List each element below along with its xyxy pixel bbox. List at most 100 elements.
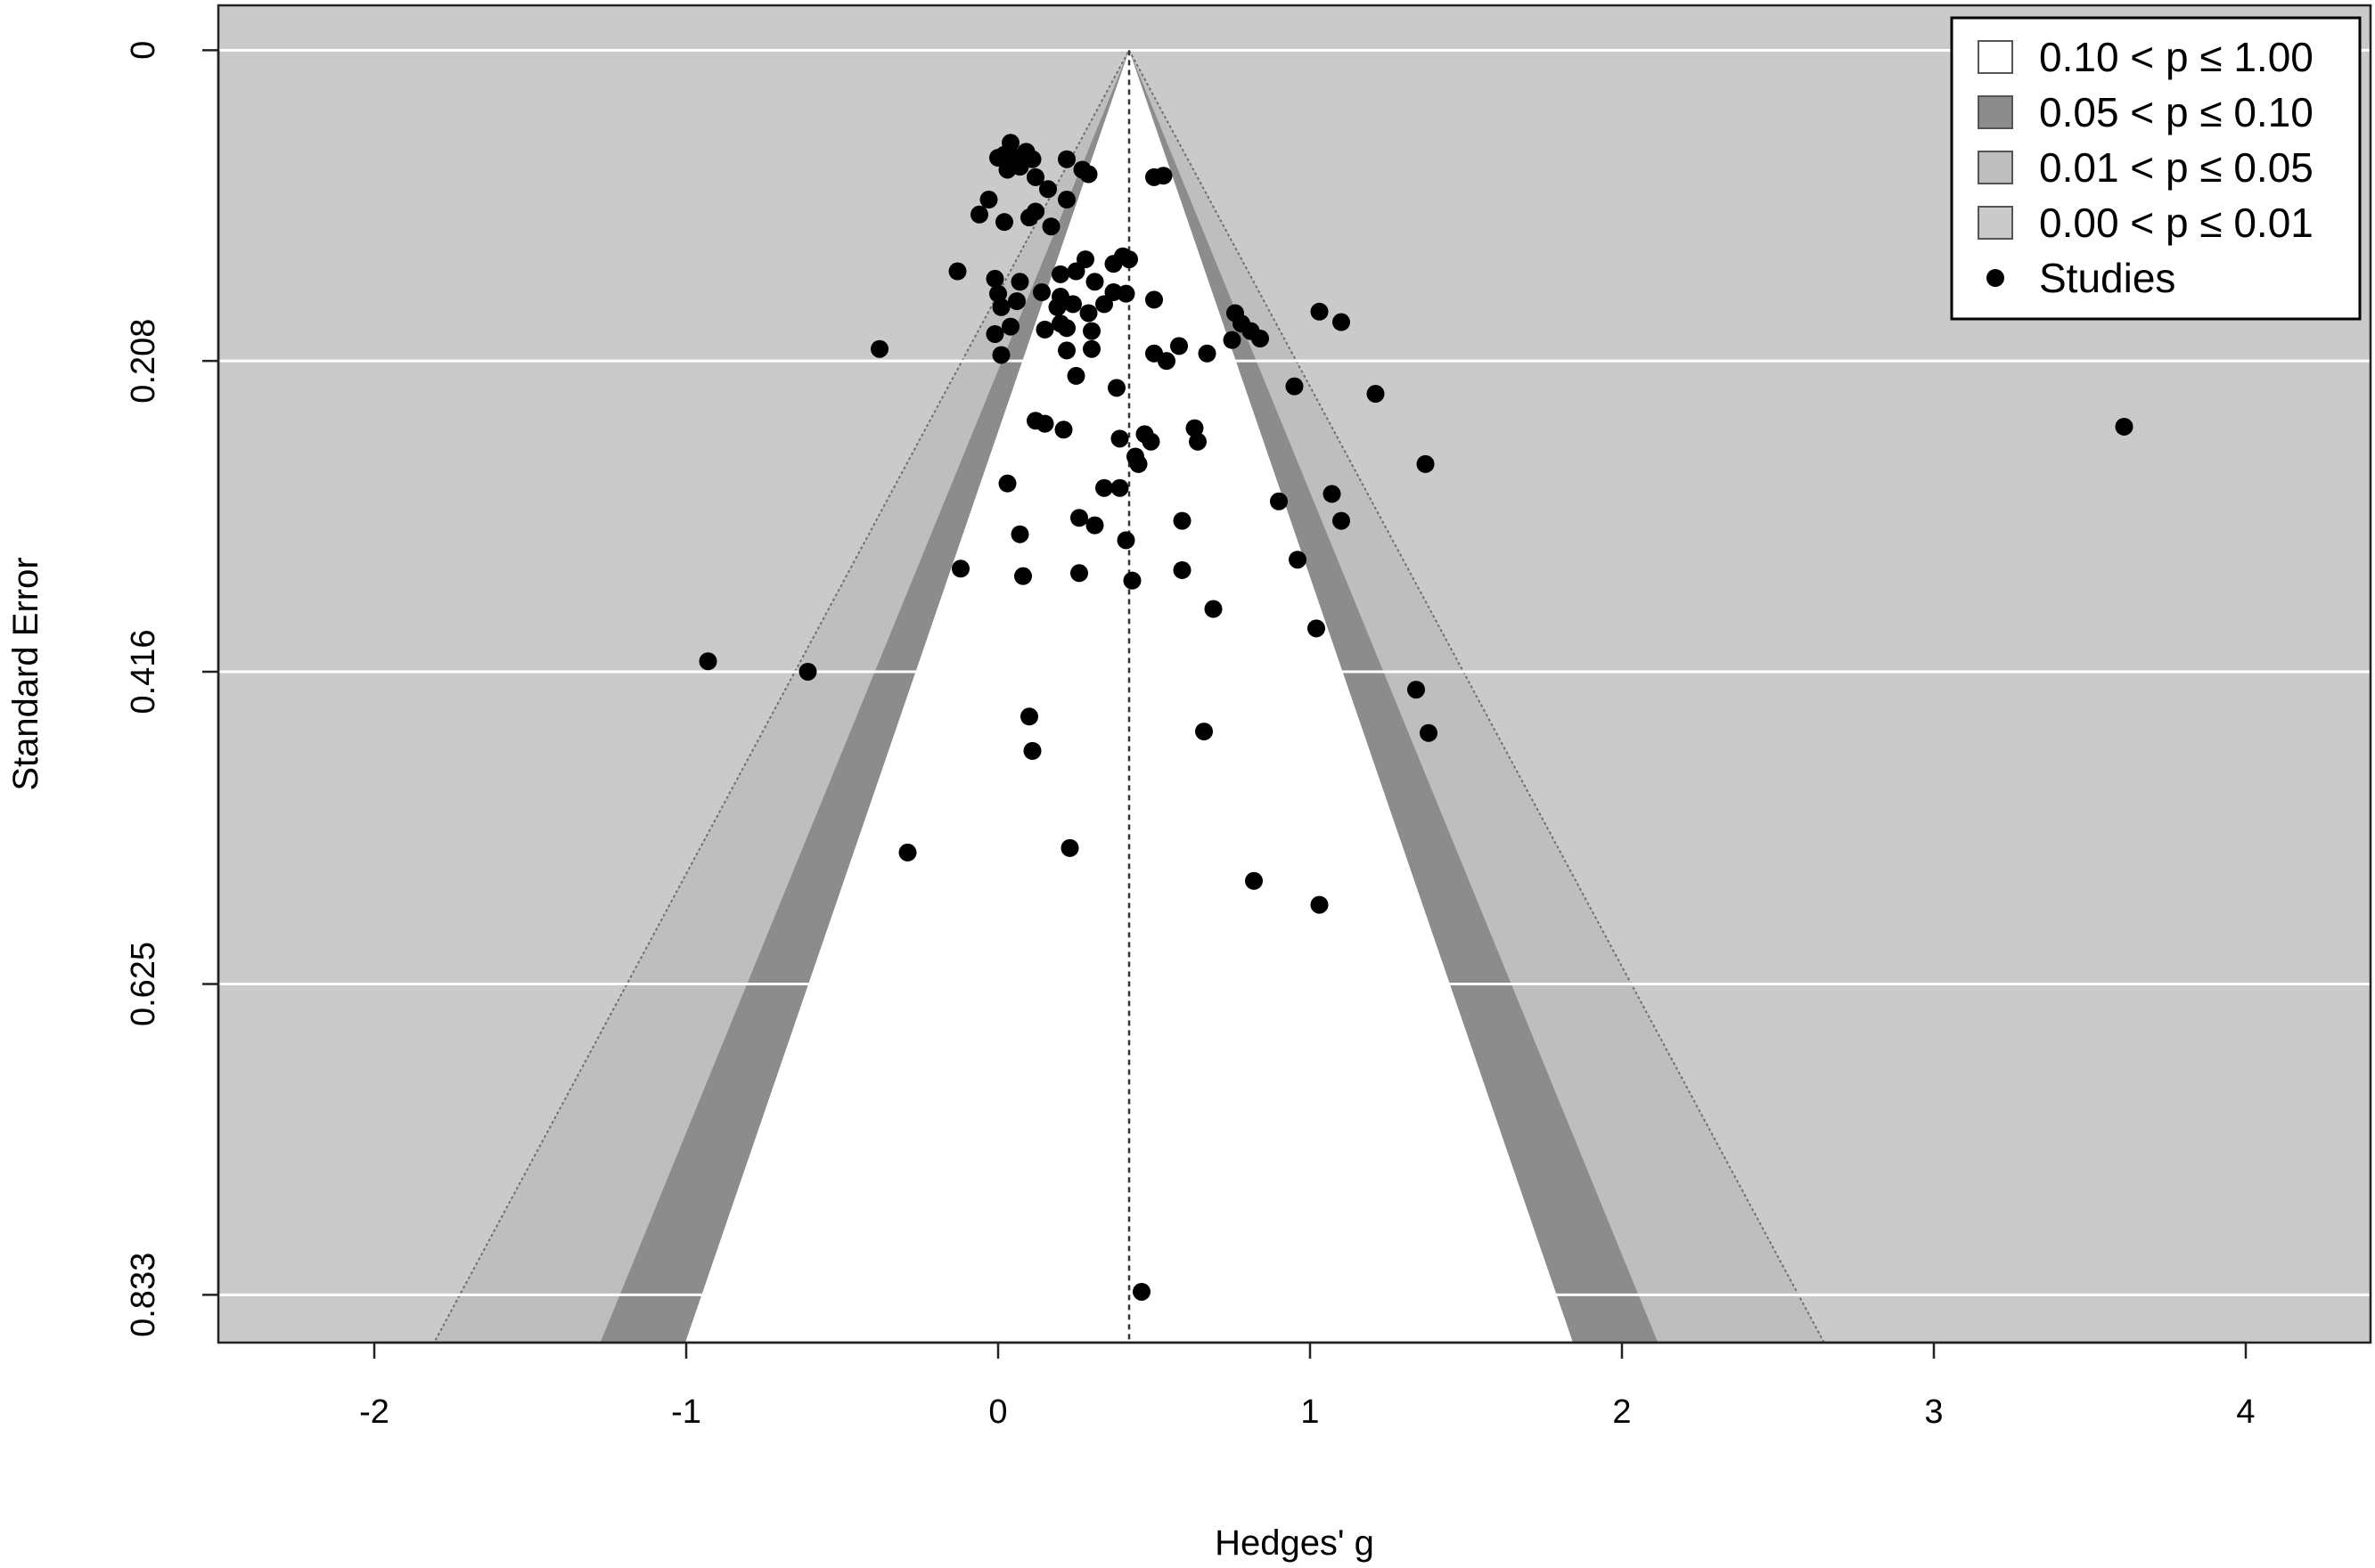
study-point-84 bbox=[1323, 485, 1341, 503]
legend-label-2: 0.01 < p ≤ 0.05 bbox=[2039, 144, 2314, 191]
study-point-44 bbox=[1002, 317, 1020, 336]
study-point-108 bbox=[1061, 838, 1079, 857]
study-point-105 bbox=[1023, 741, 1042, 760]
x-tick-label-1: -1 bbox=[671, 1393, 701, 1431]
study-point-20 bbox=[1042, 217, 1061, 236]
study-point-7 bbox=[1027, 167, 1044, 186]
study-point-57 bbox=[992, 346, 1011, 364]
study-point-66 bbox=[1108, 379, 1126, 397]
y-axis-title: Standard Error bbox=[6, 557, 45, 790]
study-point-104 bbox=[1420, 723, 1437, 742]
x-tick-label-2: 0 bbox=[988, 1393, 1007, 1431]
study-point-25 bbox=[1120, 250, 1138, 269]
y-tick-label-3: 0.625 bbox=[125, 942, 162, 1026]
study-point-29 bbox=[1052, 265, 1069, 283]
study-point-53 bbox=[1310, 302, 1329, 321]
study-point-81 bbox=[998, 474, 1017, 493]
study-point-86 bbox=[1070, 509, 1088, 527]
y-tick-label-0: 0 bbox=[125, 41, 162, 60]
study-point-71 bbox=[1054, 421, 1073, 439]
legend-label-4: Studies bbox=[2039, 255, 2175, 301]
legend-label-1: 0.05 < p ≤ 0.10 bbox=[2039, 89, 2314, 135]
study-point-26 bbox=[948, 262, 967, 281]
study-point-89 bbox=[1332, 511, 1350, 530]
contour-region-010100 bbox=[684, 50, 1574, 1343]
study-point-106 bbox=[1195, 723, 1213, 741]
study-point-101 bbox=[798, 662, 817, 681]
study-point-30 bbox=[1067, 262, 1085, 281]
study-point-31 bbox=[1085, 273, 1104, 291]
study-point-6 bbox=[1011, 158, 1029, 176]
legend-swatch-1 bbox=[1978, 95, 2013, 129]
x-tick-label-4: 2 bbox=[1612, 1393, 1631, 1431]
study-point-19 bbox=[1027, 202, 1044, 221]
study-point-102 bbox=[1407, 681, 1425, 699]
study-point-37 bbox=[1095, 295, 1113, 314]
study-point-48 bbox=[1083, 322, 1101, 340]
study-point-12 bbox=[1079, 165, 1098, 184]
study-point-80 bbox=[2115, 417, 2133, 436]
legend-swatch-0 bbox=[1978, 40, 2013, 74]
study-point-107 bbox=[898, 843, 917, 862]
study-point-10 bbox=[1058, 150, 1076, 168]
study-point-27 bbox=[986, 269, 1004, 288]
study-point-97 bbox=[1173, 560, 1192, 579]
study-point-78 bbox=[1126, 447, 1144, 466]
study-point-17 bbox=[995, 213, 1013, 232]
study-point-28 bbox=[1011, 273, 1029, 291]
legend-swatch-2 bbox=[1978, 151, 2013, 184]
study-point-68 bbox=[1366, 385, 1385, 404]
x-tick-label-3: 1 bbox=[1300, 1393, 1319, 1431]
horizontal-gridlines bbox=[218, 48, 2371, 1296]
study-point-62 bbox=[1170, 337, 1188, 355]
study-point-74 bbox=[1142, 432, 1160, 451]
study-point-85 bbox=[1270, 492, 1288, 510]
x-axis: -2 -1 0 1 2 3 4 bbox=[359, 1341, 2256, 1431]
legend-box bbox=[1950, 16, 2362, 321]
study-point-58 bbox=[1058, 341, 1076, 360]
study-point-41 bbox=[992, 298, 1011, 316]
study-point-100 bbox=[699, 652, 717, 671]
study-point-1 bbox=[1002, 134, 1020, 152]
legend: 0.10 < p ≤ 1.00 0.05 < p ≤ 0.10 0.01 < p ≤… bbox=[1950, 16, 2362, 321]
study-point-43 bbox=[1079, 304, 1098, 323]
study-point-79 bbox=[1416, 454, 1435, 473]
y-tick-label-2: 0.416 bbox=[125, 629, 162, 714]
study-point-55 bbox=[871, 339, 889, 358]
study-point-67 bbox=[1285, 377, 1304, 396]
significance-contours bbox=[432, 48, 1826, 1343]
study-point-42 bbox=[1048, 298, 1067, 316]
study-point-92 bbox=[1289, 551, 1306, 569]
study-point-8 bbox=[989, 149, 1007, 167]
study-point-45 bbox=[1036, 320, 1054, 339]
study-point-39 bbox=[1117, 284, 1135, 303]
study-point-96 bbox=[1123, 571, 1142, 590]
study-point-59 bbox=[1083, 339, 1101, 358]
study-points bbox=[699, 134, 2133, 1301]
legend-swatch-3 bbox=[1978, 206, 2013, 240]
study-point-21 bbox=[1058, 191, 1076, 209]
study-point-61 bbox=[1158, 352, 1175, 371]
x-tick-label-0: -2 bbox=[359, 1393, 389, 1431]
study-point-63 bbox=[1198, 344, 1216, 363]
study-point-75 bbox=[1189, 432, 1207, 451]
study-point-64 bbox=[1223, 331, 1241, 349]
study-point-22 bbox=[1077, 250, 1094, 269]
legend-label-0: 0.10 < p ≤ 1.00 bbox=[2039, 34, 2314, 80]
study-point-52 bbox=[1251, 329, 1269, 347]
study-point-90 bbox=[1011, 525, 1029, 543]
x-tick-label-6: 4 bbox=[2236, 1393, 2255, 1431]
study-point-70 bbox=[1036, 414, 1054, 433]
legend-label-3: 0.00 < p ≤ 0.01 bbox=[2039, 200, 2314, 246]
study-point-110 bbox=[1310, 895, 1329, 914]
legend-marker-4 bbox=[1986, 269, 2004, 287]
x-axis-title: Hedges' g bbox=[1215, 1523, 1374, 1563]
study-point-98 bbox=[1204, 600, 1223, 618]
study-point-65 bbox=[1067, 366, 1085, 385]
study-point-36 bbox=[1064, 295, 1082, 314]
y-axis: 0 0.208 0.416 0.625 0.833 bbox=[125, 41, 220, 1337]
study-point-94 bbox=[1014, 567, 1032, 585]
study-point-83 bbox=[1110, 478, 1129, 497]
y-tick-label-1: 0.208 bbox=[125, 319, 162, 404]
study-point-111 bbox=[1133, 1282, 1151, 1301]
